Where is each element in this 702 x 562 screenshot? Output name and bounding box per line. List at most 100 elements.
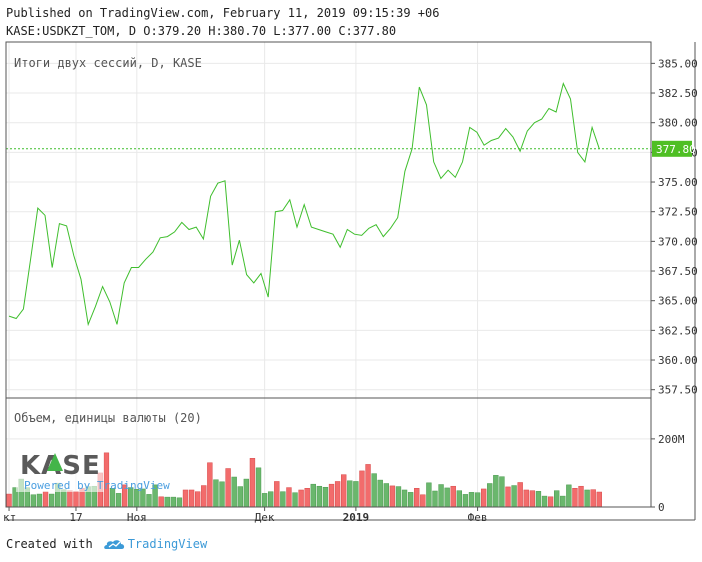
volume-bar bbox=[414, 488, 420, 508]
price-tick-label: 365.00 bbox=[658, 295, 698, 308]
volume-bar bbox=[353, 481, 359, 508]
volume-bar bbox=[560, 495, 566, 508]
volume-tick-label: 200M bbox=[658, 433, 685, 446]
tradingview-link[interactable]: TradingView bbox=[97, 537, 207, 551]
price-tick-label: 375.00 bbox=[658, 176, 698, 189]
volume-bar bbox=[322, 486, 329, 508]
footer: Created with TradingView bbox=[6, 537, 207, 551]
volume-bar bbox=[401, 489, 408, 508]
volume-bar bbox=[566, 484, 572, 508]
price-chart[interactable]: KASE Powered by TradingView Итоги двух с… bbox=[0, 0, 702, 530]
volume-bar bbox=[304, 488, 310, 508]
volume-bar bbox=[176, 497, 183, 508]
volume-bar bbox=[578, 485, 584, 508]
volume-bar bbox=[292, 492, 298, 508]
volume-bar bbox=[30, 494, 37, 508]
volume-bar bbox=[432, 490, 438, 508]
volume-bar bbox=[377, 479, 383, 508]
volume-bar bbox=[517, 482, 523, 508]
volume-bar bbox=[42, 491, 49, 508]
chart-frame bbox=[5, 41, 696, 521]
volume-pane-title: Объем, единицы валюты (20) bbox=[14, 411, 202, 425]
kase-triangle-icon bbox=[47, 453, 63, 471]
volume-bar bbox=[182, 489, 189, 508]
price-tick-label: 382.50 bbox=[658, 87, 698, 100]
price-tick-label: 370.00 bbox=[658, 235, 698, 248]
volume-bar bbox=[395, 486, 402, 508]
volume-bar bbox=[493, 475, 499, 508]
volume-bar bbox=[225, 468, 231, 508]
volume-bar bbox=[590, 489, 596, 508]
plot-border bbox=[5, 41, 652, 508]
powered-by-watermark: Powered by TradingView bbox=[24, 479, 170, 492]
volume-bar bbox=[146, 494, 152, 508]
price-axis[interactable]: 385.00382.50380.00377.50375.00372.50370.… bbox=[651, 57, 698, 397]
volume-bar bbox=[462, 494, 469, 508]
volume-bar bbox=[554, 490, 560, 508]
volume-bar bbox=[541, 495, 548, 508]
volume-bar bbox=[188, 489, 195, 508]
volume-bar bbox=[487, 483, 493, 508]
volume-bar bbox=[365, 464, 371, 508]
price-tick-label: 380.00 bbox=[658, 117, 698, 130]
volume-bar bbox=[207, 462, 213, 508]
volume-bar bbox=[420, 494, 426, 508]
created-with-label: Created with bbox=[6, 537, 93, 551]
volume-bar bbox=[170, 496, 177, 508]
volume-bar bbox=[316, 485, 323, 508]
volume-bar bbox=[596, 491, 602, 508]
last-price-badge-bg bbox=[652, 140, 692, 157]
volume-bar bbox=[456, 490, 463, 508]
volume-bar bbox=[359, 470, 365, 508]
volume-bar bbox=[310, 483, 316, 508]
volume-bar bbox=[280, 491, 286, 508]
tradingview-cloud-icon bbox=[103, 540, 124, 549]
kase-logo: KASE Powered by TradingView bbox=[20, 451, 170, 492]
tradingview-brand: TradingView bbox=[127, 537, 208, 551]
volume-bar bbox=[158, 496, 164, 508]
volume-bar bbox=[407, 492, 414, 508]
volume-bar bbox=[383, 483, 389, 508]
price-pane-title: Итоги двух сессий, D, KASE bbox=[14, 56, 202, 70]
last-price-badge: 377.80 bbox=[652, 140, 696, 157]
volume-bar bbox=[73, 491, 79, 508]
volume-axis[interactable]: 200M 0 bbox=[651, 433, 685, 514]
volume-tick-label: 0 bbox=[658, 501, 665, 514]
volume-bar bbox=[274, 481, 280, 508]
volume-bar bbox=[6, 493, 12, 508]
price-series-line bbox=[8, 82, 600, 327]
volume-bar bbox=[535, 491, 542, 508]
price-tick-label: 360.00 bbox=[658, 354, 698, 367]
volume-bar bbox=[298, 489, 304, 508]
volume-bar bbox=[261, 493, 268, 508]
volume-bar bbox=[231, 476, 237, 508]
price-tick-label: 357.50 bbox=[658, 384, 698, 397]
volume-bar bbox=[341, 474, 347, 508]
volume-bar bbox=[426, 482, 432, 508]
volume-bar bbox=[115, 493, 122, 508]
volume-bar bbox=[194, 491, 201, 508]
volume-bar bbox=[255, 467, 262, 508]
volume-bar bbox=[468, 492, 475, 508]
volume-bar bbox=[249, 458, 256, 508]
time-tick-label: Фев bbox=[468, 511, 488, 524]
volume-bar bbox=[328, 483, 335, 508]
volume-bar bbox=[219, 481, 225, 508]
time-tick-label: 17 bbox=[69, 511, 82, 524]
volume-bar bbox=[213, 479, 219, 508]
volume-bar bbox=[529, 490, 536, 508]
time-tick-label: Дек bbox=[255, 511, 275, 524]
price-tick-label: 362.50 bbox=[658, 324, 698, 337]
published-info: Published on TradingView.com, February 1… bbox=[6, 6, 440, 20]
volume-bar bbox=[67, 490, 73, 508]
time-axis[interactable]: кт 17 Ноя Дек 2019 Фев bbox=[3, 507, 488, 524]
volume-bar bbox=[389, 485, 396, 508]
volume-bar bbox=[237, 486, 243, 508]
volume-bar bbox=[444, 487, 450, 508]
volume-bar bbox=[474, 492, 481, 508]
grid-lines bbox=[6, 42, 651, 508]
volume-bar bbox=[450, 485, 456, 508]
volume-bar bbox=[347, 480, 353, 508]
volume-bar bbox=[164, 496, 170, 508]
